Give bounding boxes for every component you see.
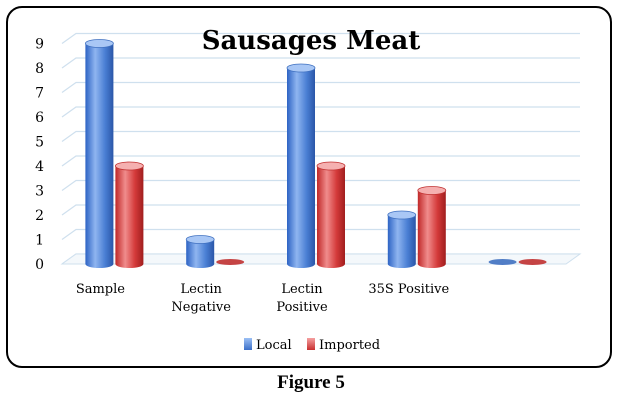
bars-layer (85, 39, 547, 268)
chart-title: Sausages Meat (201, 26, 421, 56)
bar-imported (216, 259, 245, 265)
bar-local (85, 39, 114, 268)
y-tick-label: 9 (35, 37, 44, 53)
x-category-label: Positive (276, 300, 328, 315)
gridline (61, 130, 580, 142)
x-category-label: Lectin (281, 282, 323, 297)
bar-imported (114, 161, 144, 268)
bar-imported (518, 259, 547, 265)
y-tick-label: 7 (35, 86, 44, 102)
bar-imported (417, 186, 447, 268)
y-axis: 0 1 2 3 4 5 6 7 8 9 (35, 37, 44, 274)
figure-caption: Figure 5 (277, 372, 345, 393)
x-category-label: 35S Positive (368, 282, 449, 297)
legend: Local Imported (244, 338, 380, 353)
bar-local (387, 210, 417, 268)
x-category-label: Negative (171, 300, 231, 315)
legend-swatch (307, 338, 315, 350)
x-category-label: Lectin (181, 282, 223, 297)
y-tick-label: 5 (35, 135, 44, 151)
y-tick-label: 1 (35, 233, 44, 249)
gridline (61, 106, 580, 118)
y-tick-label: 6 (35, 110, 44, 126)
legend-swatch (244, 338, 252, 350)
bar-local (286, 63, 316, 268)
gridline (61, 179, 580, 191)
gridline (61, 204, 580, 216)
legend-label: Local (256, 338, 292, 353)
bar-local (488, 259, 517, 265)
legend-label: Imported (319, 338, 380, 353)
y-tick-label: 8 (35, 61, 44, 77)
gridline (61, 81, 580, 93)
gridline (61, 57, 580, 69)
gridline (61, 155, 580, 167)
y-tick-label: 4 (35, 159, 44, 175)
x-category-label: Sample (76, 282, 125, 297)
x-axis-categories: Sample Lectin Negative Lectin Positive 35S Po… (76, 282, 450, 315)
y-tick-label: 0 (35, 257, 44, 273)
y-tick-label: 2 (35, 208, 44, 224)
y-tick-label: 3 (35, 184, 44, 200)
gridline (61, 32, 580, 44)
bar-imported (316, 161, 346, 268)
bar-local (185, 235, 215, 268)
